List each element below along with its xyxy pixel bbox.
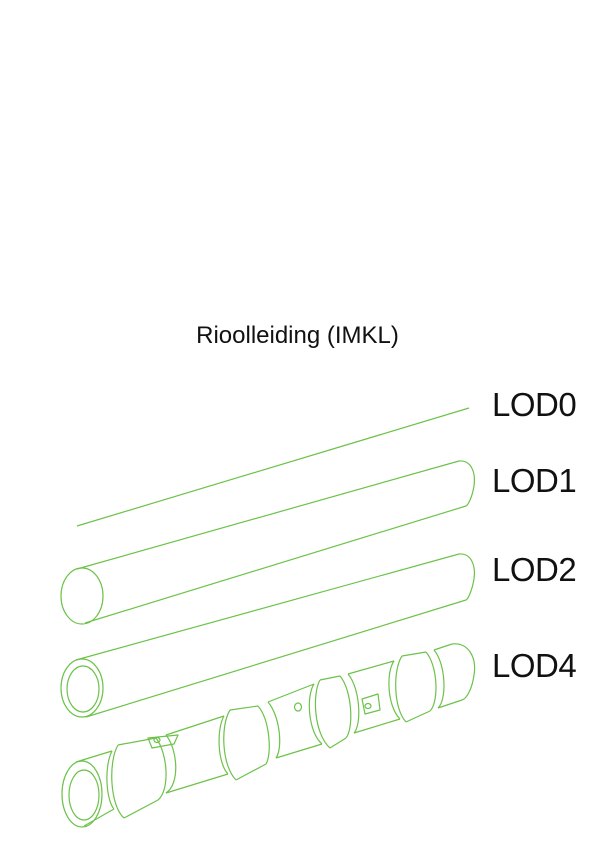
lod4-coupling-4 [107,735,176,818]
lod4-end-inner [69,770,99,820]
lod2-pipe-hollow-cylinder [61,554,474,717]
lod4-fitting-2 [148,735,178,748]
lod4-pipe-detailed [62,644,475,827]
lod1-pipe-cylinder [61,461,474,624]
lod4-end-outer [62,761,102,827]
lod4-hole [295,703,302,711]
lod4-fitting-1 [362,694,380,714]
lod4-coupling-2 [309,674,358,748]
lod0-pipe-line [77,408,469,526]
lod4-coupling-3 [219,702,280,780]
lod4-coupling-1 [389,650,444,722]
